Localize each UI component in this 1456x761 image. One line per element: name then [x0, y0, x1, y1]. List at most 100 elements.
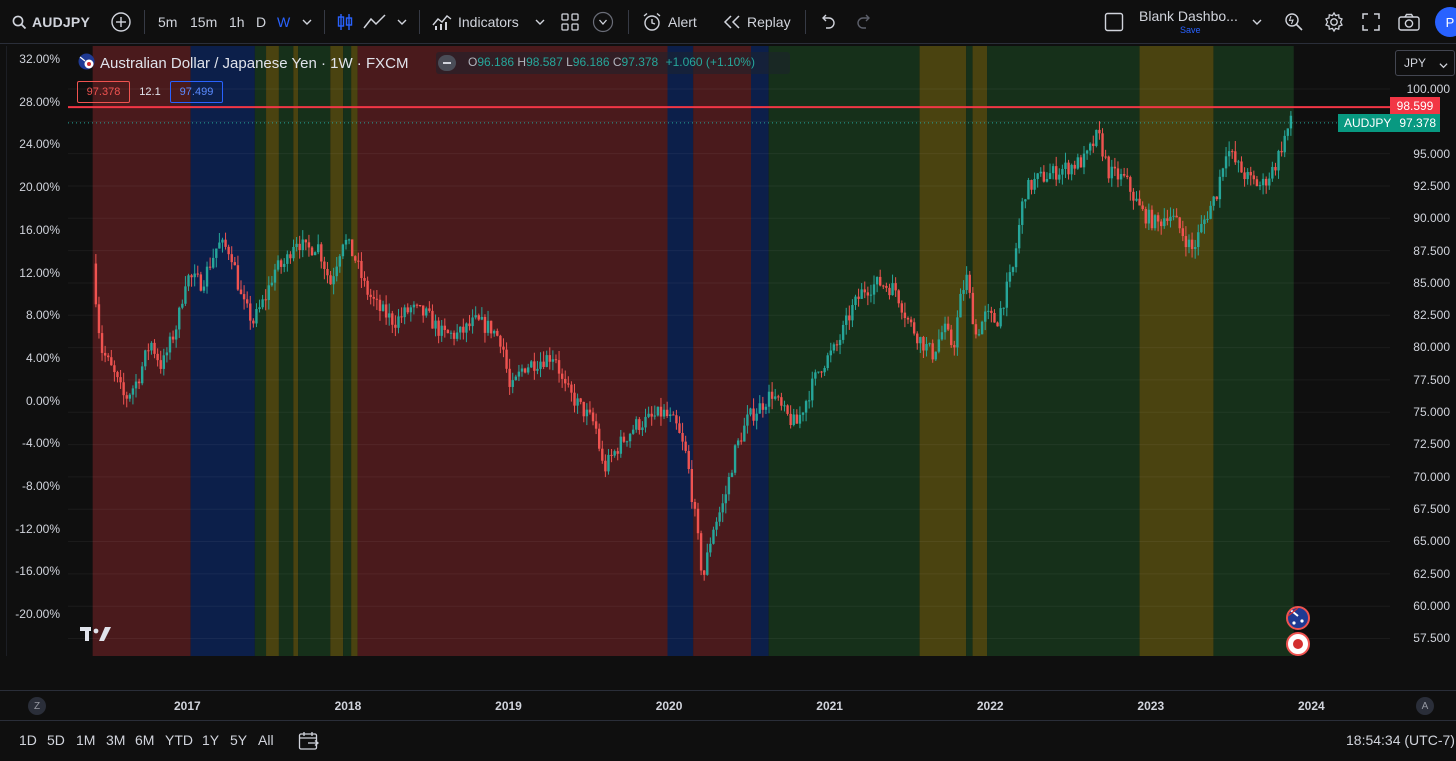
fullscreen-icon: [1362, 13, 1380, 31]
candle-up: [261, 299, 264, 308]
undo-button[interactable]: [818, 0, 836, 44]
candle-down: [597, 428, 601, 449]
tradingview-logo[interactable]: [80, 626, 112, 647]
indicators-dropdown[interactable]: [535, 0, 545, 44]
candle-down: [996, 322, 999, 327]
candle-down: [103, 352, 107, 356]
candle-up: [181, 303, 184, 308]
interval-15m[interactable]: 15m: [190, 0, 217, 44]
candle-down: [582, 401, 585, 417]
close-value: 97.378: [621, 55, 659, 69]
interval-w-active[interactable]: W: [277, 0, 290, 44]
interval-dropdown[interactable]: [302, 0, 312, 44]
jp-event-icon[interactable]: [1286, 632, 1310, 656]
indicators-button[interactable]: Indicators: [432, 0, 519, 44]
price-label: 72.500: [1413, 437, 1450, 452]
horizontal-line-price-tag[interactable]: 98.599: [1390, 97, 1440, 115]
user-avatar[interactable]: P: [1435, 0, 1456, 44]
candle-up: [647, 413, 650, 417]
range-button-5d[interactable]: 5D: [47, 732, 65, 748]
candle-up: [854, 296, 857, 306]
redo-button[interactable]: [856, 0, 874, 44]
candle-down: [702, 570, 706, 575]
candle-up: [792, 414, 795, 426]
compare-add-button[interactable]: [110, 0, 132, 44]
clock-timezone-button[interactable]: 18:54:34 (UTC-7): [1346, 732, 1455, 748]
candle-down: [894, 283, 897, 291]
candle-down: [1113, 166, 1117, 169]
price-label: 62.500: [1413, 566, 1450, 581]
candle-up: [174, 329, 178, 340]
range-button-1d[interactable]: 1D: [19, 732, 37, 748]
fullscreen-button[interactable]: [1362, 0, 1380, 44]
range-button-1y[interactable]: 1Y: [202, 732, 220, 748]
candle-up: [202, 286, 206, 291]
last-price-value: 97.378: [1399, 116, 1437, 130]
candle-down: [1280, 150, 1283, 153]
range-button-1m[interactable]: 1M: [76, 732, 96, 748]
candle-up: [764, 406, 768, 410]
chart-pane[interactable]: [6, 46, 1390, 656]
range-button-all[interactable]: All: [258, 732, 274, 748]
range-button-3m[interactable]: 3M: [106, 732, 126, 748]
interval-1h[interactable]: 1h: [229, 0, 245, 44]
candle-down: [1141, 205, 1144, 210]
candle-down: [239, 289, 243, 295]
candle-up: [1209, 205, 1212, 219]
background-zone-red: [92, 46, 191, 656]
quick-search-button[interactable]: [1284, 0, 1304, 44]
sell-price-button[interactable]: 97.378: [77, 81, 130, 103]
candle-down: [100, 333, 104, 353]
candle-up: [140, 366, 144, 384]
candle-up: [712, 529, 715, 544]
interval-5m[interactable]: 5m: [158, 0, 177, 44]
candle-down: [638, 419, 641, 431]
candle-up: [1163, 218, 1166, 227]
price-scale[interactable]: JPY 100.000 95.000 92.500 90.000 87.500 85.00…: [1390, 46, 1456, 656]
candle-down: [835, 344, 839, 346]
candle-up: [1197, 232, 1200, 247]
candles-type-button[interactable]: [336, 0, 354, 44]
layout-name-button[interactable]: Blank Dashbo...: [1139, 0, 1238, 38]
last-price-symbol: AUDJPY: [1344, 116, 1392, 130]
candle-up: [221, 239, 224, 243]
price-chart[interactable]: [6, 46, 1390, 656]
candle-down: [94, 263, 98, 305]
goto-date-button[interactable]: [298, 731, 320, 756]
currency-dropdown[interactable]: JPY: [1395, 50, 1455, 76]
templates-button[interactable]: [561, 0, 579, 44]
range-button-ytd[interactable]: YTD: [165, 732, 193, 748]
year-label: 2020: [655, 699, 683, 713]
au-event-icon[interactable]: [1286, 606, 1310, 630]
candle-up: [150, 342, 153, 351]
line-tool-button[interactable]: [363, 0, 387, 44]
snapshot-button[interactable]: [1398, 0, 1420, 44]
interval-d[interactable]: D: [256, 0, 266, 44]
time-axis[interactable]: Z 2017 2018 2019 2020 2021 2022 2023 2024 A: [0, 690, 1456, 720]
layout-dropdown[interactable]: [1252, 0, 1262, 44]
settings-button[interactable]: [1323, 0, 1345, 44]
candle-down: [326, 268, 329, 276]
chart-type-dropdown[interactable]: [397, 0, 407, 44]
range-button-6m[interactable]: 6M: [135, 732, 155, 748]
candle-up: [1212, 196, 1215, 206]
range-button-5y[interactable]: 5Y: [230, 732, 248, 748]
symbol-search[interactable]: AUDJPY: [12, 0, 90, 44]
log-scale-toggle[interactable]: Z: [28, 697, 46, 715]
candle-down: [236, 265, 240, 290]
templates-dropdown-button[interactable]: [592, 0, 614, 44]
replay-button[interactable]: Replay: [723, 0, 791, 44]
alert-button[interactable]: Alert: [642, 0, 697, 44]
candle-down: [888, 287, 891, 296]
candle-up: [628, 433, 632, 442]
candle-up: [801, 412, 805, 415]
candle-down: [1178, 217, 1181, 229]
hide-legend-button[interactable]: [438, 55, 456, 71]
buy-price-button[interactable]: 97.499: [170, 81, 223, 103]
series-legend[interactable]: Australian Dollar / Japanese Yen · 1W · …: [78, 53, 408, 74]
auto-scale-toggle[interactable]: A: [1416, 697, 1434, 715]
candle-up: [459, 326, 462, 333]
candle-down: [866, 292, 870, 296]
layout-checkbox[interactable]: [1104, 0, 1124, 44]
candle-down: [446, 330, 450, 334]
